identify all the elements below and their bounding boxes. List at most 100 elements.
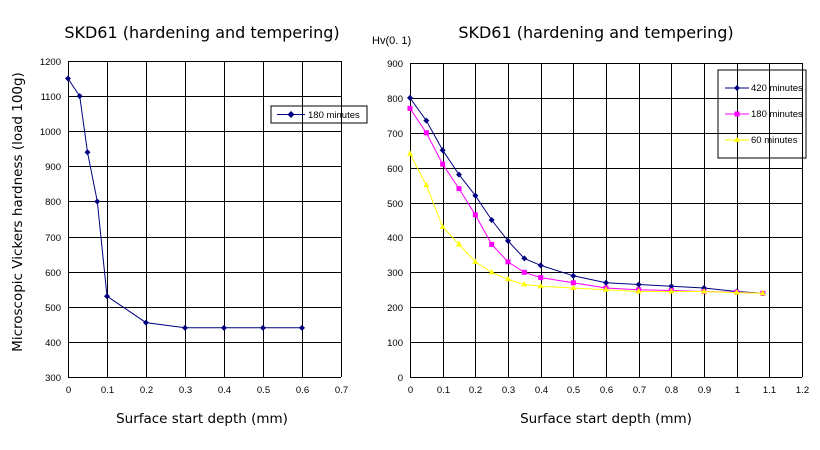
right-point-60-minutes (668, 288, 675, 294)
left-chart-title: SKD61 (hardening and tempering) (64, 23, 339, 42)
left-point-180-minutes (260, 324, 266, 331)
right-x-tick-label: 1.2 (796, 385, 809, 396)
right-point-180-minutes (440, 161, 446, 167)
left-y-tick-label: 1100 (41, 92, 61, 103)
right-x-tick-label: 0.6 (600, 385, 613, 396)
right-y-tick-label: 400 (387, 233, 403, 244)
left-x-tick-label: 0.3 (179, 385, 192, 396)
right-point-420-minutes (456, 171, 462, 178)
right-point-420-minutes (668, 283, 675, 290)
right-y-tick-label: 200 (387, 303, 403, 314)
right-legend-marker-420 (734, 85, 740, 91)
right-legend-box (717, 69, 807, 159)
left-x-tick-label: 0.1 (101, 385, 114, 396)
left-y-tick-label: 600 (45, 268, 61, 279)
right-point-180-minutes (423, 130, 429, 136)
left-point-180-minutes (143, 319, 149, 326)
left-point-180-minutes (299, 324, 305, 331)
right-y-tick-label: 300 (387, 268, 403, 279)
right-point-60-minutes (472, 258, 479, 264)
left-x-tick-label: 0.5 (257, 385, 270, 396)
right-x-tick-label: 0 (408, 385, 413, 396)
right-point-60-minutes (439, 223, 446, 229)
right-y-tick-label: 800 (387, 94, 403, 105)
right-legend-marker-180 (734, 111, 740, 117)
right-x-tick-label: 1.1 (763, 385, 776, 396)
right-point-180-minutes (472, 212, 478, 218)
right-chart-x-axis-label: Surface start depth (mm) (520, 411, 692, 427)
left-y-tick-label: 800 (45, 197, 61, 208)
right-point-60-minutes (759, 289, 766, 296)
right-point-60-minutes (407, 150, 413, 156)
right-point-60-minutes (570, 284, 577, 291)
right-point-420-minutes (407, 94, 413, 101)
right-y-tick-label: 900 (387, 59, 403, 70)
right-chart-unit-label: Hv(0. 1) (372, 35, 411, 47)
right-legend-label-420: 420 minutes (751, 83, 803, 94)
left-x-tick-label: 0.4 (218, 385, 231, 396)
left-y-tick-label: 700 (45, 233, 61, 244)
left-point-180-minutes (76, 93, 83, 100)
right-chart-legend: 420 minutes 180 minutes 60 minutes (717, 69, 807, 159)
right-point-60-minutes (603, 286, 609, 292)
right-chart: SKD61 (hardening and tempering) Hv(0. 1)… (372, 23, 809, 427)
right-chart-series (407, 94, 766, 297)
left-series-line-180-minutes (67, 78, 302, 329)
left-chart-y-axis-label: Microscopic Vickers hardness (load 100g) (10, 72, 26, 352)
left-point-180-minutes (221, 324, 227, 331)
left-chart-ticks: 0 0.1 0.2 0.3 0.4 0.5 0.6 0.7 300 400 500 600 700 800… (40, 57, 348, 396)
right-chart-ticks: 0 0.1 0.2 0.3 0.4 0.5 0.6 0.7 0.8 0.9 1 1.1 1.2 0 100 2… (387, 59, 809, 396)
right-point-420-minutes (505, 237, 511, 244)
left-point-180-minutes (104, 293, 110, 300)
left-chart: SKD61 (hardening and tempering) Microsco… (10, 23, 368, 427)
right-legend-label-180: 180 minutes (751, 109, 803, 120)
right-point-180-minutes (407, 105, 413, 111)
right-x-tick-label: 0.3 (502, 385, 515, 396)
right-point-420-minutes (472, 192, 479, 199)
right-point-420-minutes (603, 279, 609, 286)
right-y-tick-label: 0 (398, 373, 403, 384)
left-y-tick-label: 1200 (40, 57, 61, 68)
right-point-60-minutes (505, 275, 511, 282)
left-y-tick-label: 400 (45, 338, 61, 349)
right-y-tick-label: 500 (387, 199, 403, 210)
left-chart-x-axis-label: Surface start depth (mm) (116, 411, 288, 427)
right-legend-label-60: 60 minutes (751, 135, 798, 146)
right-chart-title: SKD61 (hardening and tempering) (458, 23, 733, 42)
right-point-420-minutes (521, 255, 528, 262)
right-chart-grid (410, 63, 803, 378)
right-point-60-minutes (488, 268, 495, 275)
right-x-tick-label: 0.1 (437, 385, 450, 396)
right-x-tick-label: 0.7 (633, 385, 646, 396)
right-point-60-minutes (733, 289, 740, 295)
left-point-180-minutes (94, 198, 101, 205)
right-series-line-180-minutes (409, 108, 763, 294)
left-x-tick-label: 0.6 (296, 385, 309, 396)
right-legend-marker-60 (734, 136, 740, 142)
right-point-180-minutes (538, 275, 544, 281)
right-point-60-minutes (456, 240, 462, 247)
left-chart-series (65, 75, 305, 331)
right-x-tick-label: 0.8 (665, 385, 678, 396)
right-point-420-minutes (423, 117, 430, 124)
left-chart-grid (68, 61, 342, 378)
left-y-tick-label: 1000 (40, 127, 61, 138)
left-point-180-minutes (84, 149, 91, 156)
right-x-tick-label: 0.9 (698, 385, 711, 396)
right-point-60-minutes (537, 282, 544, 289)
left-chart-legend: 180 minutes (270, 105, 368, 124)
right-point-420-minutes (635, 281, 642, 288)
right-point-180-minutes (489, 241, 495, 247)
right-point-180-minutes (456, 186, 462, 192)
right-x-tick-label: 1 (735, 385, 740, 396)
right-series-line-60-minutes (409, 153, 763, 294)
right-point-60-minutes (635, 288, 642, 294)
left-point-180-minutes (65, 75, 71, 82)
right-series-line-420-minutes (409, 97, 763, 294)
right-point-60-minutes (701, 288, 707, 294)
right-y-tick-label: 100 (387, 338, 403, 349)
right-point-420-minutes (488, 217, 495, 223)
left-x-tick-label: 0.7 (335, 385, 348, 396)
right-point-60-minutes (423, 181, 430, 188)
